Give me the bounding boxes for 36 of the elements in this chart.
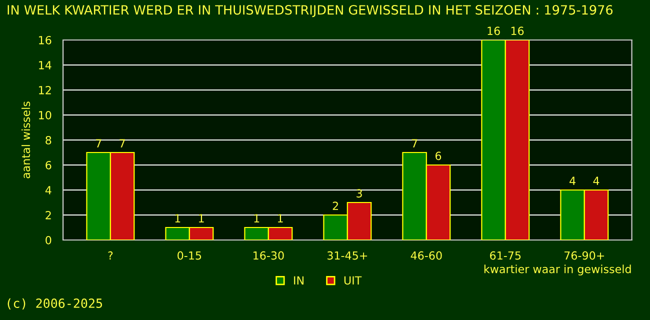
legend-label: UIT — [344, 276, 362, 285]
data-label: 3 — [356, 189, 362, 198]
data-label: 1 — [198, 214, 204, 222]
data-label: 1 — [175, 214, 180, 222]
x-tick-label: 46-60 — [410, 251, 442, 260]
data-label: 1 — [254, 214, 260, 222]
data-label: 16 — [511, 26, 524, 36]
data-label: 4 — [593, 176, 600, 185]
x-tick-label: 76-90+ — [564, 251, 604, 260]
x-tick-label: 31-45+ — [327, 251, 368, 260]
y-tick-label: 10 — [39, 110, 52, 120]
y-axis-title: aantal wissels — [21, 102, 30, 178]
data-label: 7 — [96, 139, 102, 148]
text: (c) 2006-2025 — [8, 298, 102, 310]
x-axis-title: kwartier waar in gewisseld — [484, 264, 631, 276]
y-tick-label: 0 — [46, 236, 52, 244]
y-tick-label: 8 — [46, 136, 52, 144]
y-tick-label: 6 — [46, 160, 52, 170]
legend-label: IN — [294, 276, 304, 284]
chart-title: IN WELK KWARTIER WERD ER IN THUISWEDSTRIJDEN GEWISSELD IN HET SEIZOEN : 1975-1976 — [8, 5, 613, 18]
x-tick-label: ? — [108, 251, 113, 260]
data-label: 2 — [332, 202, 338, 210]
data-label: 7 — [412, 139, 418, 148]
data-label: 1 — [278, 214, 283, 222]
data-label: 6 — [436, 152, 442, 160]
y-tick-label: 2 — [46, 210, 51, 220]
data-label: 7 — [120, 139, 125, 148]
x-tick-label: 0-15 — [178, 251, 202, 260]
data-label: 4 — [570, 176, 576, 185]
y-tick-label: 16 — [39, 36, 52, 44]
y-tick-label: 4 — [45, 186, 52, 194]
data-label: 16 — [488, 26, 500, 36]
y-tick-label: 14 — [39, 61, 52, 70]
x-tick-label: 16-30 — [254, 251, 284, 260]
x-tick-label: 61-75 — [490, 251, 521, 260]
y-tick-label: 12 — [39, 86, 51, 94]
